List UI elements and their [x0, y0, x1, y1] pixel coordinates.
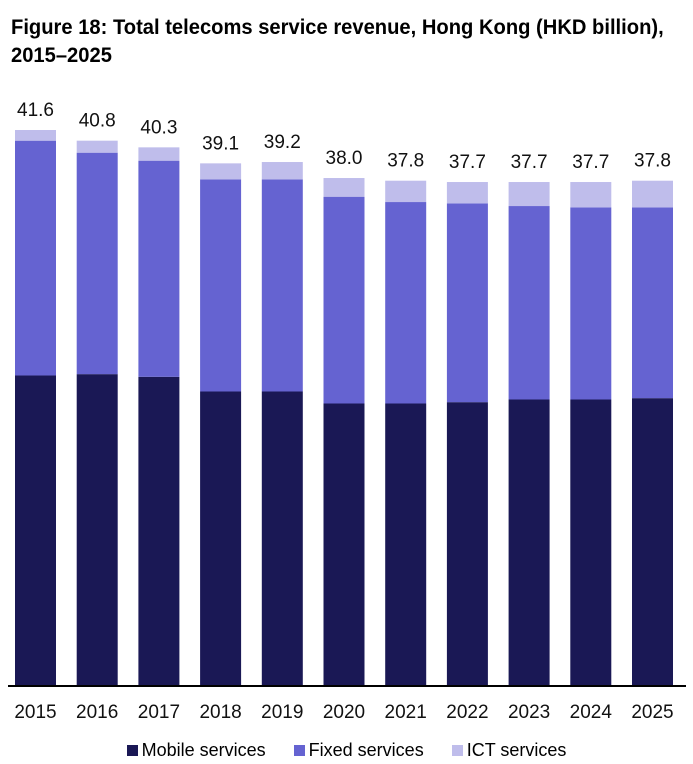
- legend-label-fixed-services: Fixed services: [308, 740, 424, 760]
- total-label-2018: 39.1: [202, 133, 239, 154]
- bar-segment-fixed-services-2016: [76, 152, 118, 375]
- legend-swatch-mobile-services: [126, 745, 138, 756]
- bar-segment-mobile-services-2023: [508, 399, 550, 685]
- bar-segment-fixed-services-2020: [323, 196, 365, 404]
- legend-swatch-fixed-services: [293, 745, 305, 756]
- total-label-2025: 37.8: [634, 151, 671, 172]
- legend-swatch-ict-services: [451, 745, 463, 756]
- bar-segment-fixed-services-2023: [508, 206, 550, 400]
- bar-segment-ict-services-2022: [446, 182, 488, 204]
- bar-segment-ict-services-2023: [508, 182, 550, 207]
- x-tick-label-2025: 2025: [631, 702, 673, 723]
- bar-segment-ict-services-2016: [76, 140, 118, 153]
- bar-segment-mobile-services-2018: [200, 391, 242, 685]
- bar-segment-mobile-services-2019: [261, 391, 303, 685]
- legend-label-mobile-services: Mobile services: [141, 740, 266, 760]
- total-label-2022: 37.7: [449, 152, 486, 173]
- bar-segment-fixed-services-2021: [385, 202, 427, 404]
- bar-segment-ict-services-2025: [632, 180, 673, 208]
- legend-item-mobile-services: Mobile services: [126, 740, 266, 761]
- total-label-2024: 37.7: [572, 152, 609, 173]
- legend-label-ict-services: ICT services: [466, 740, 567, 760]
- x-tick-label-2023: 2023: [508, 702, 550, 723]
- total-label-2015: 41.6: [17, 100, 54, 121]
- bar-segment-mobile-services-2016: [76, 374, 118, 685]
- total-labels-group: 41.6 40.8 40.3 39.1 39.2 38.0 37.8 37.7 37.7 37.7…: [17, 100, 671, 173]
- x-tick-label-2016: 2016: [76, 702, 118, 723]
- total-label-2019: 39.2: [264, 132, 301, 153]
- bar-segment-ict-services-2019: [261, 162, 303, 180]
- total-label-2023: 37.7: [511, 152, 548, 173]
- bar-segment-fixed-services-2015: [15, 140, 56, 376]
- bar-segment-mobile-services-2015: [15, 375, 56, 685]
- bar-segment-mobile-services-2022: [446, 402, 488, 685]
- bar-segment-fixed-services-2017: [138, 160, 180, 377]
- bar-segment-fixed-services-2019: [261, 179, 303, 392]
- bar-segment-mobile-services-2020: [323, 403, 365, 685]
- bar-segment-mobile-services-2024: [570, 399, 612, 685]
- bar-segment-ict-services-2024: [570, 182, 612, 208]
- x-tick-label-2015: 2015: [14, 702, 56, 723]
- total-label-2021: 37.8: [387, 151, 424, 172]
- total-label-2017: 40.3: [140, 117, 177, 138]
- bar-segment-ict-services-2018: [200, 163, 242, 180]
- legend-item-ict-services: ICT services: [451, 740, 567, 761]
- bar-segment-ict-services-2015: [15, 130, 56, 141]
- x-tick-label-2020: 2020: [323, 702, 365, 723]
- legend-item-fixed-services: Fixed services: [293, 740, 424, 761]
- legend: Mobile services Fixed services ICT service…: [0, 740, 693, 761]
- bar-segment-ict-services-2017: [138, 147, 180, 161]
- bar-segment-fixed-services-2024: [570, 207, 612, 400]
- x-tick-label-2021: 2021: [385, 702, 427, 723]
- bar-segment-ict-services-2020: [323, 178, 365, 197]
- x-tick-labels-group: 2015 2016 2017 2018 2019 2020 2021 2022 2023 2024…: [14, 702, 673, 723]
- bar-segment-ict-services-2021: [385, 180, 427, 203]
- x-tick-label-2019: 2019: [261, 702, 303, 723]
- total-label-2016: 40.8: [79, 111, 116, 132]
- bar-segment-mobile-services-2025: [632, 398, 673, 685]
- x-tick-label-2024: 2024: [570, 702, 613, 723]
- bar-segment-fixed-services-2025: [632, 207, 673, 399]
- total-label-2020: 38.0: [326, 148, 363, 169]
- bars-group: [15, 130, 673, 685]
- chart-title: Figure 18: Total telecoms service revenu…: [11, 16, 664, 67]
- bar-segment-fixed-services-2022: [446, 203, 488, 403]
- bar-segment-mobile-services-2017: [138, 376, 180, 685]
- bar-segment-fixed-services-2018: [200, 179, 242, 392]
- bar-segment-mobile-services-2021: [385, 403, 427, 685]
- x-tick-label-2022: 2022: [446, 702, 488, 723]
- x-tick-label-2017: 2017: [138, 702, 180, 723]
- x-tick-label-2018: 2018: [199, 702, 241, 723]
